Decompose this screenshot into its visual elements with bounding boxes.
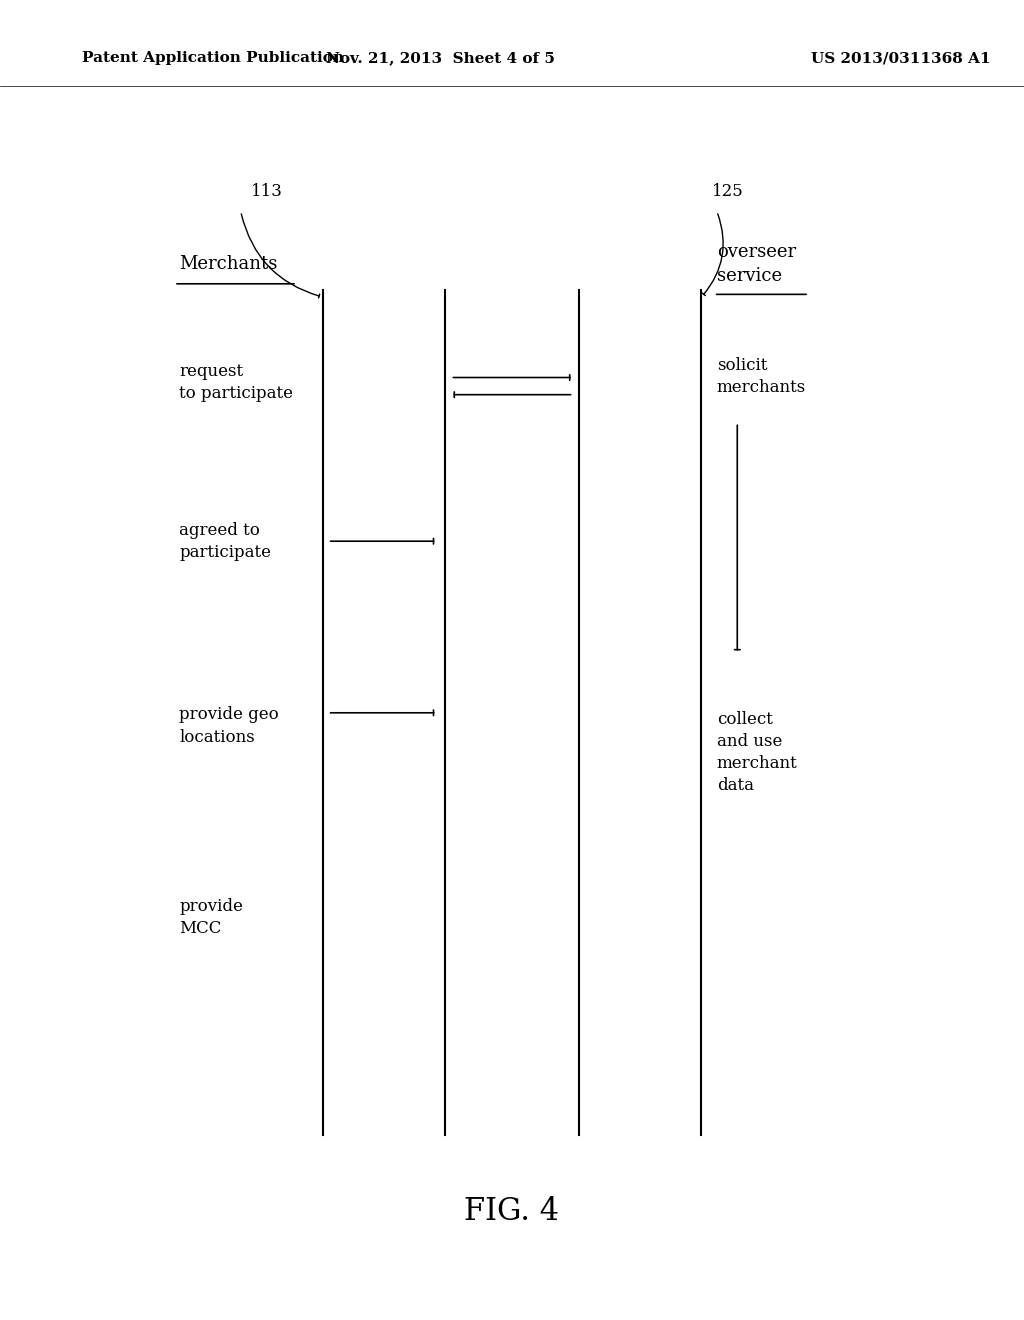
Text: 125: 125	[712, 183, 743, 199]
Text: request
to participate: request to participate	[179, 363, 293, 403]
Text: solicit
merchants: solicit merchants	[717, 356, 806, 396]
Text: overseer
service: overseer service	[717, 243, 796, 285]
Text: Merchants: Merchants	[179, 255, 278, 273]
Text: Patent Application Publication: Patent Application Publication	[82, 51, 344, 65]
Text: US 2013/0311368 A1: US 2013/0311368 A1	[811, 51, 991, 65]
Text: agreed to
participate: agreed to participate	[179, 521, 271, 561]
Text: provide geo
locations: provide geo locations	[179, 706, 279, 746]
Text: FIG. 4: FIG. 4	[465, 1196, 559, 1228]
Text: collect
and use
merchant
data: collect and use merchant data	[717, 710, 798, 795]
Text: 113: 113	[251, 183, 283, 199]
Text: provide
MCC: provide MCC	[179, 898, 243, 937]
Text: Nov. 21, 2013  Sheet 4 of 5: Nov. 21, 2013 Sheet 4 of 5	[326, 51, 555, 65]
